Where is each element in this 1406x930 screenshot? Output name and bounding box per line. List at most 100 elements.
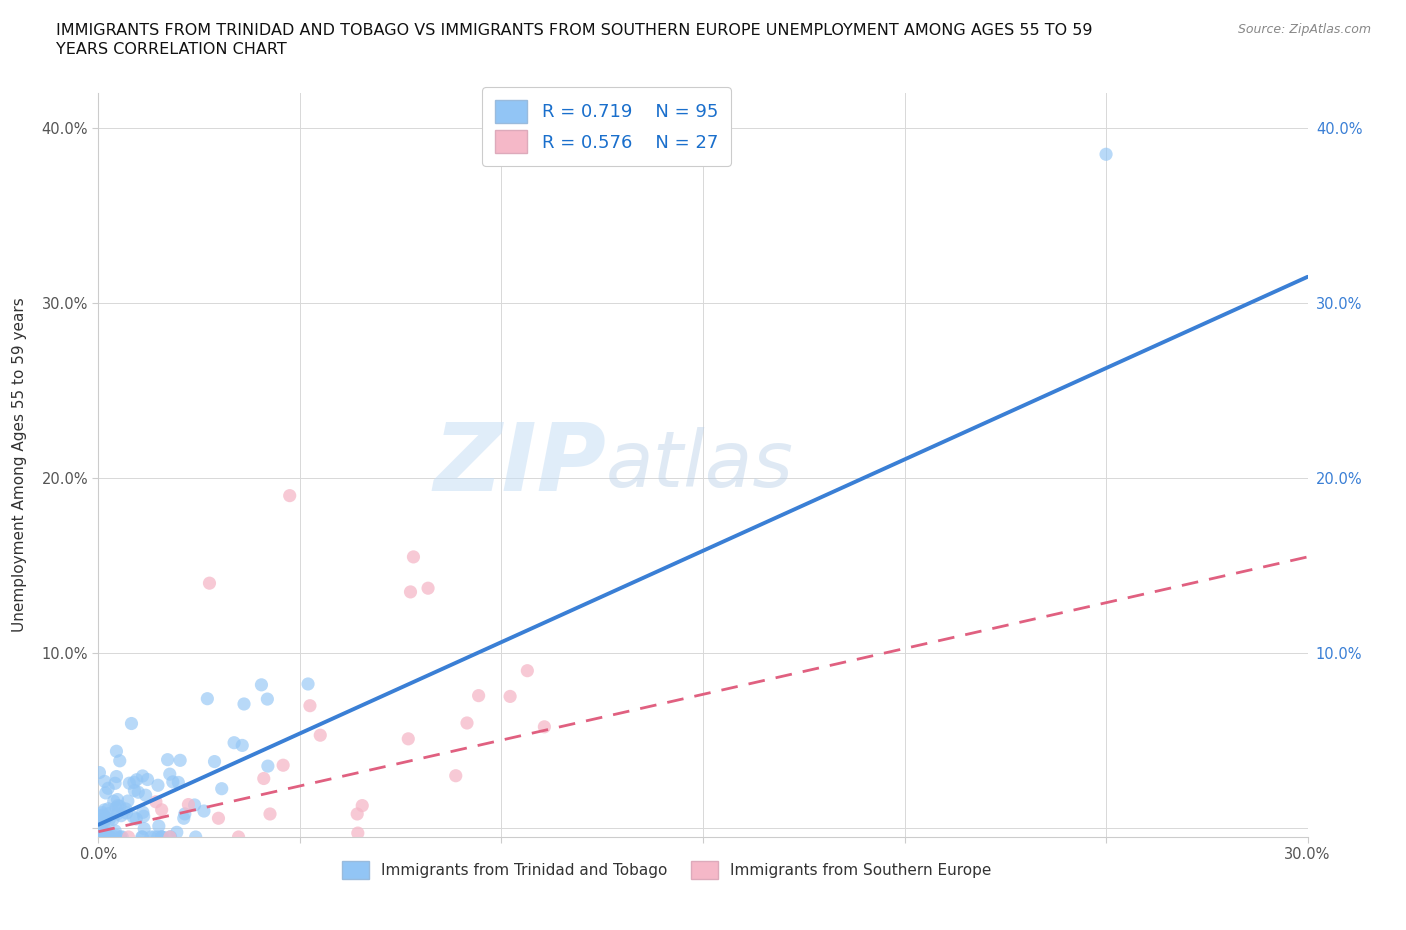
Point xyxy=(125,812,148,827)
Point xyxy=(159,766,181,781)
Point xyxy=(103,794,125,809)
Point xyxy=(173,806,195,821)
Point xyxy=(204,754,226,769)
Point xyxy=(108,753,131,768)
Y-axis label: Unemployment Among Ages 55 to 59 years: Unemployment Among Ages 55 to 59 years xyxy=(13,298,28,632)
Point xyxy=(91,812,114,827)
Point xyxy=(94,786,117,801)
Point xyxy=(103,830,125,844)
Point xyxy=(127,785,149,800)
Point xyxy=(256,692,278,707)
Point xyxy=(93,812,115,827)
Point xyxy=(136,772,159,787)
Point xyxy=(131,830,153,844)
Point xyxy=(207,811,229,826)
Point xyxy=(253,771,276,786)
Point xyxy=(98,806,121,821)
Point xyxy=(96,811,118,826)
Point xyxy=(150,803,173,817)
Point xyxy=(89,823,111,838)
Point xyxy=(90,830,112,844)
Point xyxy=(107,806,129,821)
Text: Source: ZipAtlas.com: Source: ZipAtlas.com xyxy=(1237,23,1371,36)
Point xyxy=(132,809,155,824)
Point xyxy=(132,804,155,819)
Point xyxy=(104,823,127,838)
Point xyxy=(91,805,114,820)
Point xyxy=(183,798,205,813)
Point xyxy=(193,804,215,818)
Point xyxy=(93,817,115,832)
Point xyxy=(90,813,112,828)
Point xyxy=(298,698,321,713)
Point xyxy=(159,830,181,844)
Point xyxy=(110,830,132,844)
Point xyxy=(108,799,131,814)
Point xyxy=(162,775,184,790)
Point xyxy=(159,830,181,844)
Point xyxy=(257,759,280,774)
Point xyxy=(105,744,128,759)
Point xyxy=(222,736,245,751)
Text: ZIP: ZIP xyxy=(433,419,606,511)
Point xyxy=(121,716,143,731)
Point xyxy=(118,776,141,790)
Point xyxy=(90,821,112,836)
Point xyxy=(352,798,374,813)
Point xyxy=(122,810,145,825)
Text: atlas: atlas xyxy=(606,427,794,503)
Point xyxy=(297,676,319,691)
Point xyxy=(97,830,120,844)
Point xyxy=(195,691,218,706)
Point xyxy=(169,753,191,768)
Point xyxy=(115,805,138,820)
Point xyxy=(444,768,467,783)
Point xyxy=(177,797,200,812)
Point xyxy=(166,825,188,840)
Point xyxy=(93,774,115,789)
Point xyxy=(533,720,555,735)
Point xyxy=(250,677,273,692)
Point xyxy=(139,830,162,844)
Point xyxy=(107,792,129,807)
Point xyxy=(94,826,117,841)
Point xyxy=(347,826,370,841)
Point xyxy=(104,776,127,790)
Point xyxy=(159,830,181,844)
Point xyxy=(143,830,166,844)
Point xyxy=(156,752,179,767)
Point xyxy=(396,731,419,746)
Point xyxy=(167,775,190,790)
Point xyxy=(259,806,281,821)
Point xyxy=(150,830,173,844)
Point xyxy=(148,818,170,833)
Point xyxy=(98,830,121,844)
Point xyxy=(96,824,118,839)
Point xyxy=(122,775,145,790)
Text: IMMIGRANTS FROM TRINIDAD AND TOBAGO VS IMMIGRANTS FROM SOUTHERN EUROPE UNEMPLOYM: IMMIGRANTS FROM TRINIDAD AND TOBAGO VS I… xyxy=(56,23,1092,38)
Point xyxy=(228,830,250,844)
Point xyxy=(146,830,169,844)
Point xyxy=(93,803,115,817)
Point xyxy=(150,830,173,844)
Point xyxy=(117,830,139,844)
Point xyxy=(146,777,169,792)
Point xyxy=(198,576,221,591)
Point xyxy=(346,806,368,821)
Point xyxy=(91,807,114,822)
Point xyxy=(89,765,111,780)
Text: YEARS CORRELATION CHART: YEARS CORRELATION CHART xyxy=(56,42,287,57)
Legend: Immigrants from Trinidad and Tobago, Immigrants from Southern Europe: Immigrants from Trinidad and Tobago, Imm… xyxy=(336,856,998,885)
Point xyxy=(107,798,129,813)
Point xyxy=(309,728,332,743)
Point xyxy=(233,697,256,711)
Point xyxy=(134,821,156,836)
Point xyxy=(467,688,489,703)
Point xyxy=(111,830,134,844)
Point xyxy=(211,781,233,796)
Point xyxy=(110,808,132,823)
Point xyxy=(114,802,136,817)
Point xyxy=(1095,147,1118,162)
Point xyxy=(416,580,439,595)
Point xyxy=(456,715,478,730)
